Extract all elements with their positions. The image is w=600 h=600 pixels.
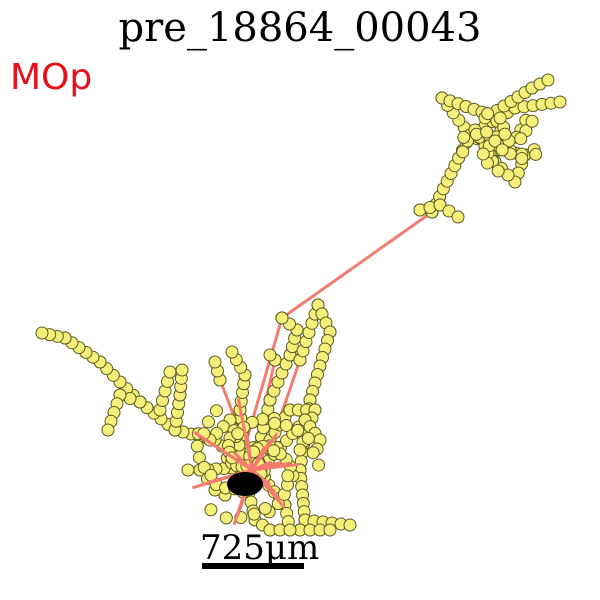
tracing-node: [225, 345, 239, 359]
tracing-node: [481, 107, 495, 121]
neurite-branch: [193, 431, 253, 472]
neurite-branch: [251, 462, 300, 472]
soma-body: [227, 472, 263, 496]
tracing-node: [35, 326, 49, 340]
tracing-node: [476, 147, 490, 161]
tracing-node: [247, 507, 261, 521]
neurite-branch: [233, 451, 254, 472]
tracing-node: [231, 427, 245, 441]
tracing-node: [323, 523, 337, 537]
figure-title: pre_18864_00043: [118, 5, 482, 51]
tracing-node: [433, 198, 447, 212]
tracing-node: [442, 204, 456, 218]
tracing-node: [343, 518, 357, 532]
tracing-node: [219, 511, 233, 525]
tracing-node: [541, 73, 555, 87]
tracing-node: [267, 444, 281, 458]
tracing-node: [209, 404, 223, 418]
tracing-node: [283, 523, 297, 537]
tracing-node: [456, 145, 470, 159]
tracing-node: [268, 416, 282, 430]
tracing-node: [480, 125, 494, 139]
neurite-nodes: [35, 73, 567, 537]
region-label: MOp: [10, 57, 93, 98]
tracing-node: [495, 143, 509, 157]
tracing-node: [488, 134, 502, 148]
tracing-node: [491, 164, 505, 178]
tracing-node: [279, 418, 293, 432]
tracing-node: [208, 355, 222, 369]
tracing-node: [293, 443, 307, 457]
scale-bar: [202, 563, 304, 569]
tracing-node: [553, 95, 567, 109]
tracing-node: [281, 469, 295, 483]
tracing-node: [291, 423, 305, 437]
tracing-node: [190, 439, 204, 453]
tracing-node: [529, 147, 543, 161]
tracing-node: [498, 127, 512, 141]
tracing-node: [163, 365, 177, 379]
tracing-node: [263, 348, 277, 362]
tracing-node: [493, 111, 507, 125]
tracing-node: [204, 503, 218, 517]
neurite-branch: [245, 433, 254, 471]
tracing-node: [201, 415, 215, 429]
tracing-node: [301, 431, 315, 445]
tracing-node: [451, 210, 465, 224]
tracing-node: [312, 458, 326, 472]
tracing-node: [514, 132, 528, 146]
tracing-node: [101, 423, 115, 437]
neurite-branch: [250, 432, 279, 471]
tracing-node: [275, 311, 289, 325]
tracing-node: [515, 152, 529, 166]
tracing-node: [181, 463, 195, 477]
tracing-node: [258, 501, 272, 515]
tracing-node: [306, 446, 320, 460]
soma: [227, 472, 263, 496]
scale-bar-label: 725μm: [200, 528, 320, 568]
tracing-node: [175, 363, 189, 377]
tracing-node: [525, 114, 539, 128]
tracing-node: [457, 130, 471, 144]
